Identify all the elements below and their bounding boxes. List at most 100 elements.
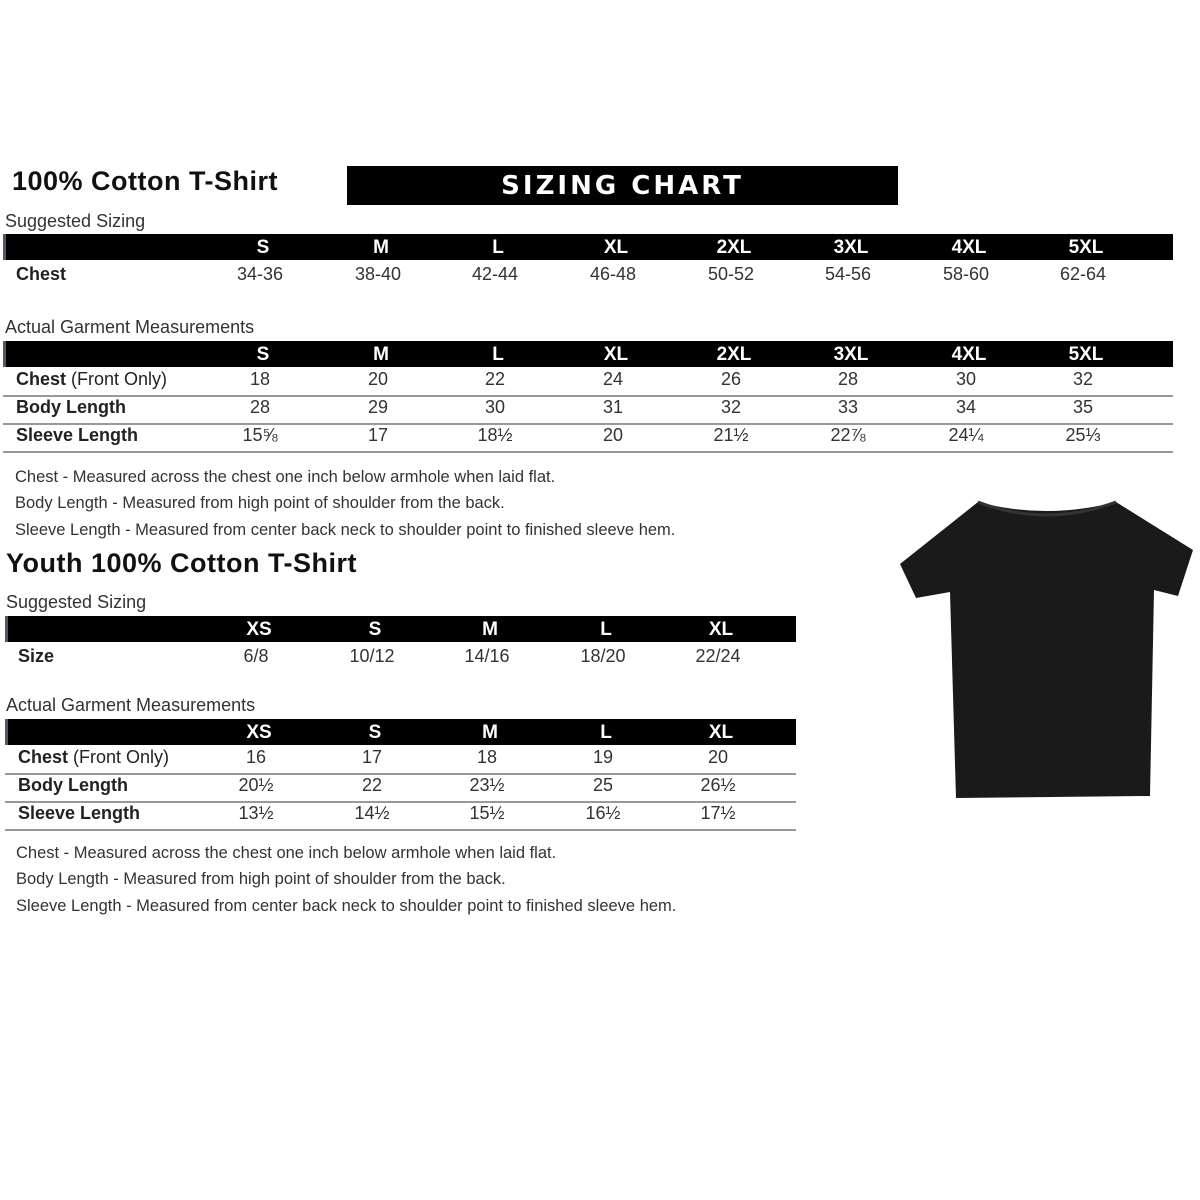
adult-suggested-label: Suggested Sizing: [5, 211, 146, 231]
youth-note-body: Body Length - Measured from high point o…: [16, 870, 506, 888]
table-row: Chest 34-36 38-40 42-44 46-48 50-52 54-56 58-60…: [3, 262, 1173, 290]
youth-title: Youth 100% Cotton T-Shirt: [6, 548, 357, 578]
row-label: Sleeve Length: [18, 803, 140, 824]
size-header: M: [373, 237, 389, 258]
table-row: Body Length 20½ 22 23½ 25 26½: [5, 773, 796, 803]
adult-actual-label: Actual Garment Measurements: [5, 317, 255, 337]
table-cell: 32: [720, 397, 742, 417]
row-label: Size: [18, 646, 54, 667]
table-cell: 24: [602, 369, 624, 389]
row-label-text: Size: [18, 646, 55, 666]
table-cell: 30: [955, 369, 977, 389]
table-cell: 25: [592, 775, 614, 795]
row-label-note: (Front Only): [73, 747, 170, 767]
size-header: L: [492, 344, 504, 365]
size-header: 4XL: [951, 344, 987, 365]
table-cell: 54-56: [824, 264, 872, 284]
size-header: 5XL: [1068, 237, 1104, 258]
table-cell: 34: [955, 397, 977, 417]
adult-note-sleeve: Sleeve Length - Measured from center bac…: [15, 521, 676, 539]
adult-note-chest: Chest - Measured across the chest one in…: [15, 468, 556, 486]
table-cell: 16½: [585, 803, 621, 823]
size-header: 4XL: [951, 237, 987, 258]
youth-actual-label: Actual Garment Measurements: [6, 695, 256, 715]
table-cell: 58-60: [942, 264, 990, 284]
table-cell: 13½: [238, 803, 274, 823]
table-row: Sleeve Length 15⅝ 17 18½ 20 21½ 22⅞ 24¼ 25⅓: [3, 423, 1173, 453]
size-header: 3XL: [833, 237, 869, 258]
table-row: Size 6/8 10/12 14/16 18/20 22/24: [5, 644, 796, 672]
table-cell: 24¼: [948, 425, 984, 445]
table-row: Body Length 28 29 30 31 32 33 34 35: [3, 395, 1173, 425]
size-header: XL: [603, 237, 629, 258]
size-header: M: [482, 722, 498, 743]
row-label-text: Body Length: [18, 775, 128, 795]
size-header: XL: [708, 722, 734, 743]
table-cell: 30: [484, 397, 506, 417]
size-header-bar: XS S M L XL: [5, 719, 796, 745]
size-header-bar: S M L XL 2XL 3XL 4XL 5XL: [3, 341, 1173, 367]
size-header: 2XL: [716, 237, 752, 258]
row-label-note: (Front Only): [71, 369, 168, 389]
table-cell: 22/24: [695, 646, 741, 666]
adult-suggested-table: S M L XL 2XL 3XL 4XL 5XL Chest 34-36 38-40 42-44 46-…: [3, 234, 1173, 284]
table-cell: 22⅞: [830, 425, 866, 445]
table-cell: 26½: [700, 775, 736, 795]
table-cell: 26: [720, 369, 742, 389]
table-cell: 46-48: [589, 264, 637, 284]
table-cell: 38-40: [354, 264, 402, 284]
row-label-text: Chest: [16, 369, 67, 389]
size-header: 5XL: [1068, 344, 1104, 365]
size-header: L: [600, 619, 612, 640]
youth-actual-table: XS S M L XL Chest (Front Only) 16 17 18 19 20 Body …: [5, 719, 796, 831]
table-cell: 22: [484, 369, 506, 389]
table-cell: 10/12: [349, 646, 395, 666]
table-cell: 21½: [713, 425, 749, 445]
table-cell: 62-64: [1059, 264, 1107, 284]
table-cell: 35: [1072, 397, 1094, 417]
youth-note-chest: Chest - Measured across the chest one in…: [16, 844, 557, 862]
row-label: Body Length: [16, 397, 126, 418]
table-cell: 18: [249, 369, 271, 389]
youth-suggested-label: Suggested Sizing: [6, 592, 147, 612]
size-header: XS: [246, 619, 272, 640]
size-header: 2XL: [716, 344, 752, 365]
table-cell: 19: [592, 747, 614, 767]
size-header: L: [600, 722, 612, 743]
table-row: Sleeve Length 13½ 14½ 15½ 16½ 17½: [5, 801, 796, 831]
size-header: M: [373, 344, 389, 365]
youth-note-sleeve: Sleeve Length - Measured from center bac…: [16, 897, 677, 915]
table-cell: 18: [476, 747, 498, 767]
table-cell: 14/16: [464, 646, 510, 666]
table-row: Chest (Front Only) 16 17 18 19 20: [5, 745, 796, 775]
table-cell: 22: [361, 775, 383, 795]
size-header: M: [482, 619, 498, 640]
row-label: Chest (Front Only): [18, 747, 169, 768]
size-header: S: [368, 619, 382, 640]
table-cell: 18/20: [580, 646, 626, 666]
size-header: S: [256, 344, 270, 365]
table-cell: 17½: [700, 803, 736, 823]
row-label: Chest: [16, 264, 66, 285]
table-cell: 34-36: [236, 264, 284, 284]
size-header-bar: XS S M L XL: [5, 616, 796, 642]
size-header: L: [492, 237, 504, 258]
size-header: 3XL: [833, 344, 869, 365]
table-cell: 20½: [238, 775, 274, 795]
table-cell: 20: [602, 425, 624, 445]
table-cell: 25⅓: [1065, 425, 1101, 445]
sizing-chart-banner: SIZING CHART: [347, 166, 898, 205]
table-cell: 15⅝: [242, 425, 278, 445]
table-cell: 17: [361, 747, 383, 767]
row-label: Sleeve Length: [16, 425, 138, 446]
table-cell: 29: [367, 397, 389, 417]
table-cell: 31: [602, 397, 624, 417]
size-header: XL: [708, 619, 734, 640]
row-label-text: Chest: [18, 747, 69, 767]
table-cell: 20: [707, 747, 729, 767]
size-header: S: [368, 722, 382, 743]
table-row: Chest (Front Only) 18 20 22 24 26 28 30 32: [3, 367, 1173, 397]
table-cell: 33: [837, 397, 859, 417]
row-label: Body Length: [18, 775, 128, 796]
